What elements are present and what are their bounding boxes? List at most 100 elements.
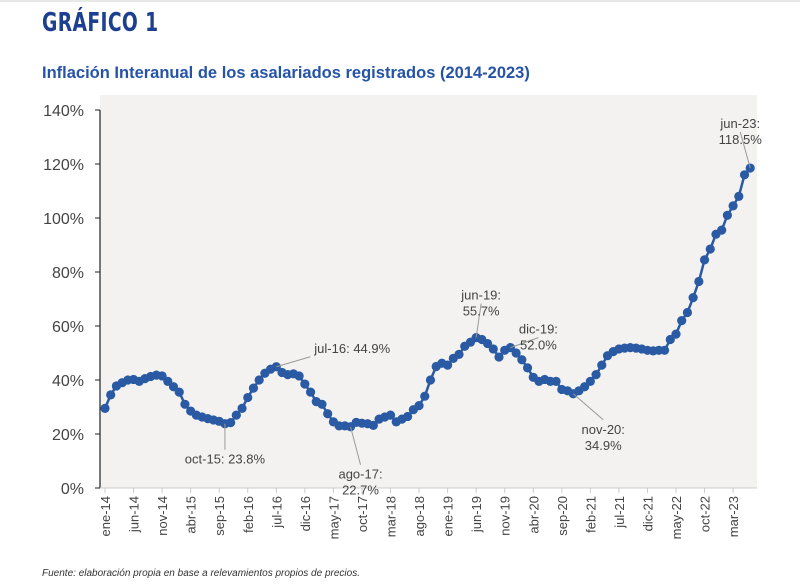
- data-point: [671, 329, 681, 339]
- annotation-leader: [572, 393, 604, 421]
- data-point: [163, 376, 173, 386]
- data-point: [717, 225, 727, 235]
- chart-title: Inflación Interanual de los asalariados …: [42, 64, 530, 82]
- data-point: [180, 399, 190, 409]
- data-point: [482, 338, 493, 349]
- annotation-leader: [739, 131, 751, 169]
- annotation-leader: [276, 356, 311, 368]
- data-point: [305, 387, 316, 397]
- data-point: [677, 316, 687, 326]
- data-point: [682, 307, 693, 318]
- x-tick-label: may-17: [326, 496, 341, 539]
- x-tick-label: nov-19: [498, 496, 513, 536]
- x-tick-label: mar-18: [384, 496, 399, 537]
- data-point: [443, 360, 453, 370]
- y-tick-label: 0%: [61, 481, 84, 498]
- data-point: [248, 383, 259, 393]
- data-point: [420, 391, 430, 401]
- x-tick-label: feb-16: [241, 496, 256, 533]
- x-tick-label: sep-20: [555, 496, 570, 536]
- annotation-value: 52.0%: [520, 338, 557, 353]
- x-tick-label: nov-14: [155, 496, 170, 536]
- data-point: [734, 191, 744, 201]
- data-point: [414, 401, 424, 411]
- annotation-label: jul-16: 44.9%: [313, 341, 390, 356]
- x-tick-label: jul-16: [269, 496, 284, 529]
- annotation-leader: [475, 303, 482, 338]
- y-tick-label: 40%: [52, 373, 84, 390]
- annotation-label: nov-20:: [582, 422, 625, 437]
- y-tick-label: 80%: [52, 265, 84, 282]
- y-tick-label: 60%: [52, 319, 84, 336]
- x-tick-label: jul-21: [612, 496, 627, 529]
- annotation-value: 118.5%: [719, 132, 763, 147]
- x-tick-label: abr-20: [526, 496, 541, 534]
- data-point: [665, 334, 675, 345]
- x-tick-label: dic-16: [298, 496, 313, 531]
- data-point: [254, 375, 264, 385]
- annotation-value: 22.7%: [342, 483, 379, 498]
- chart-number-title: GRÁFICO 1: [42, 8, 159, 38]
- x-tick-label: ene-19: [441, 496, 456, 536]
- annotation-label: jun-23:: [719, 116, 760, 131]
- data-point: [368, 420, 378, 430]
- data-point: [694, 276, 704, 287]
- data-point: [580, 382, 590, 392]
- x-tick-label: dic-21: [640, 496, 655, 531]
- data-point: [317, 399, 327, 409]
- x-tick-label: jun-19: [469, 496, 484, 533]
- annotation-value: 34.9%: [585, 438, 622, 453]
- y-tick-label: 20%: [52, 427, 84, 444]
- data-point: [174, 387, 184, 397]
- data-point: [699, 255, 710, 265]
- annotation-label: oct-15: 23.8%: [185, 452, 266, 467]
- y-tick-label: 120%: [43, 157, 84, 174]
- data-point: [722, 210, 732, 220]
- annotation-label: ago-17:: [338, 467, 382, 482]
- x-tick-label: ene-14: [98, 496, 113, 536]
- data-point: [385, 410, 396, 420]
- annotation-leader: [350, 426, 362, 465]
- data-point: [403, 411, 413, 422]
- annotation-value: 55.7%: [463, 304, 500, 319]
- data-point: [100, 403, 110, 413]
- x-tick-label: ago-18: [412, 496, 427, 536]
- annotation-label: dic-19:: [519, 322, 558, 337]
- data-point: [168, 382, 179, 392]
- data-point: [231, 410, 241, 420]
- y-tick-label: 140%: [43, 103, 84, 120]
- annotation-label: jun-19:: [460, 288, 501, 303]
- x-tick-label: may-22: [669, 496, 684, 539]
- source-note: Fuente: elaboración propia en base a rel…: [42, 568, 360, 579]
- annotation-leader: [510, 337, 539, 349]
- data-point: [517, 355, 527, 365]
- data-point: [323, 409, 333, 419]
- data-point: [454, 349, 464, 359]
- x-tick-label: sep-15: [212, 496, 227, 536]
- data-point: [728, 201, 738, 211]
- data-point: [659, 345, 670, 355]
- data-point: [739, 170, 750, 180]
- data-point: [705, 244, 715, 254]
- plot-area: [100, 95, 757, 488]
- x-tick-label: mar-23: [726, 496, 741, 537]
- data-point: [511, 348, 521, 358]
- x-tick-label: feb-21: [583, 496, 598, 533]
- x-tick-label: abr-15: [184, 496, 199, 534]
- x-tick-label: jun-14: [127, 496, 142, 533]
- data-point: [522, 363, 533, 373]
- x-tick-label: oct-22: [698, 496, 713, 532]
- data-point: [243, 392, 253, 403]
- data-point: [585, 376, 595, 386]
- y-tick-label: 100%: [43, 211, 84, 228]
- data-point: [688, 293, 698, 303]
- data-point: [106, 390, 116, 400]
- data-point: [294, 371, 304, 381]
- data-point: [425, 375, 436, 385]
- data-point: [494, 352, 504, 362]
- data-point: [300, 379, 310, 389]
- data-point: [488, 344, 498, 354]
- data-point: [551, 376, 561, 386]
- data-point: [237, 403, 247, 413]
